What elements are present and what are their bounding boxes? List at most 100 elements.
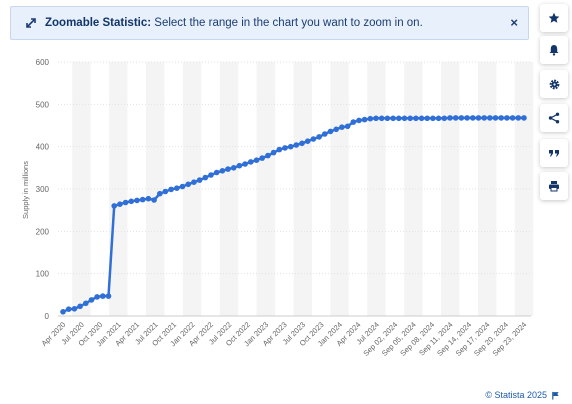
data-point bbox=[162, 188, 169, 195]
data-point bbox=[83, 300, 89, 307]
data-point bbox=[339, 124, 345, 130]
data-point bbox=[441, 115, 448, 122]
data-point bbox=[401, 115, 408, 122]
data-point bbox=[94, 294, 100, 300]
data-point bbox=[248, 159, 254, 165]
data-point bbox=[322, 131, 328, 137]
data-point bbox=[60, 309, 66, 315]
printer-icon bbox=[549, 181, 559, 192]
flag-icon bbox=[552, 391, 559, 400]
grid-band bbox=[72, 62, 91, 316]
grid-band bbox=[404, 62, 423, 316]
data-point bbox=[139, 196, 146, 203]
data-point bbox=[458, 115, 465, 121]
data-point bbox=[128, 198, 135, 205]
data-point bbox=[344, 123, 351, 130]
data-point bbox=[157, 190, 163, 197]
data-point bbox=[270, 149, 277, 156]
grid-band bbox=[441, 62, 460, 316]
data-point bbox=[435, 115, 442, 122]
expand-arrows-icon bbox=[23, 15, 39, 31]
data-point bbox=[185, 181, 191, 188]
data-point bbox=[77, 303, 83, 310]
data-point bbox=[373, 115, 379, 122]
data-point bbox=[65, 306, 72, 313]
data-point bbox=[384, 115, 391, 122]
data-point bbox=[191, 179, 197, 185]
data-point bbox=[293, 142, 300, 148]
data-point bbox=[219, 168, 226, 174]
grid-band bbox=[145, 62, 165, 316]
statista-credit[interactable]: © Statista 2025 bbox=[485, 390, 560, 400]
print-button[interactable] bbox=[540, 172, 568, 200]
data-points bbox=[60, 115, 527, 315]
data-point bbox=[475, 115, 482, 121]
data-point bbox=[225, 166, 231, 172]
data-point bbox=[413, 115, 419, 122]
grid-band bbox=[293, 62, 312, 316]
data-point bbox=[145, 195, 152, 202]
cite-button[interactable] bbox=[540, 139, 568, 167]
data-point bbox=[492, 115, 499, 121]
data-point bbox=[236, 162, 243, 169]
data-point bbox=[253, 157, 260, 163]
data-point bbox=[498, 115, 505, 121]
data-point bbox=[333, 126, 340, 133]
banner-title: Zoomable Statistic: bbox=[45, 17, 152, 29]
banner-message: Select the range in the chart you want t… bbox=[154, 17, 423, 29]
data-point bbox=[117, 201, 123, 207]
data-point bbox=[447, 115, 453, 121]
favorite-button[interactable] bbox=[540, 4, 568, 32]
data-point bbox=[327, 128, 334, 135]
close-banner-button[interactable]: × bbox=[510, 15, 518, 30]
y-axis-ticks: 0 100 200 300 400 500 600 bbox=[36, 58, 50, 321]
data-point bbox=[122, 199, 129, 206]
data-point bbox=[515, 115, 522, 121]
data-point bbox=[134, 197, 140, 204]
data-point bbox=[276, 146, 283, 153]
data-point bbox=[242, 161, 248, 167]
y-tick-label: 500 bbox=[36, 100, 50, 109]
y-tick-label: 200 bbox=[36, 227, 50, 236]
y-tick-label: 600 bbox=[36, 58, 50, 67]
share-icon bbox=[548, 112, 560, 124]
data-point bbox=[390, 115, 396, 122]
data-point bbox=[521, 115, 527, 121]
alternating-bands bbox=[72, 62, 534, 316]
data-point bbox=[316, 134, 322, 140]
data-point bbox=[168, 186, 174, 193]
data-point bbox=[470, 115, 476, 121]
data-point bbox=[464, 115, 470, 121]
data-point bbox=[361, 116, 368, 123]
data-point bbox=[304, 138, 311, 144]
data-point bbox=[259, 155, 266, 161]
data-point bbox=[504, 115, 510, 121]
data-point bbox=[356, 117, 362, 124]
y-tick-label: 400 bbox=[36, 143, 50, 152]
y-tick-label: 300 bbox=[36, 185, 50, 194]
data-point bbox=[367, 115, 374, 122]
data-point bbox=[350, 119, 357, 125]
grid-band bbox=[330, 62, 349, 316]
data-point bbox=[407, 115, 414, 122]
gear-icon bbox=[549, 79, 559, 89]
data-point bbox=[71, 306, 78, 312]
settings-button[interactable] bbox=[540, 70, 568, 98]
y-tick-label: 100 bbox=[36, 270, 50, 279]
grid-band bbox=[182, 62, 202, 316]
share-button[interactable] bbox=[540, 104, 568, 132]
notification-button[interactable] bbox=[540, 36, 568, 64]
data-point bbox=[111, 203, 117, 209]
data-point bbox=[105, 293, 112, 299]
data-point bbox=[174, 185, 180, 191]
data-point bbox=[213, 169, 220, 176]
data-point bbox=[424, 115, 431, 122]
data-point bbox=[509, 115, 516, 121]
grid-band bbox=[219, 62, 239, 316]
star-icon bbox=[548, 12, 560, 23]
data-point bbox=[88, 297, 95, 303]
quote-icon bbox=[549, 150, 559, 157]
series-line bbox=[62, 116, 524, 313]
